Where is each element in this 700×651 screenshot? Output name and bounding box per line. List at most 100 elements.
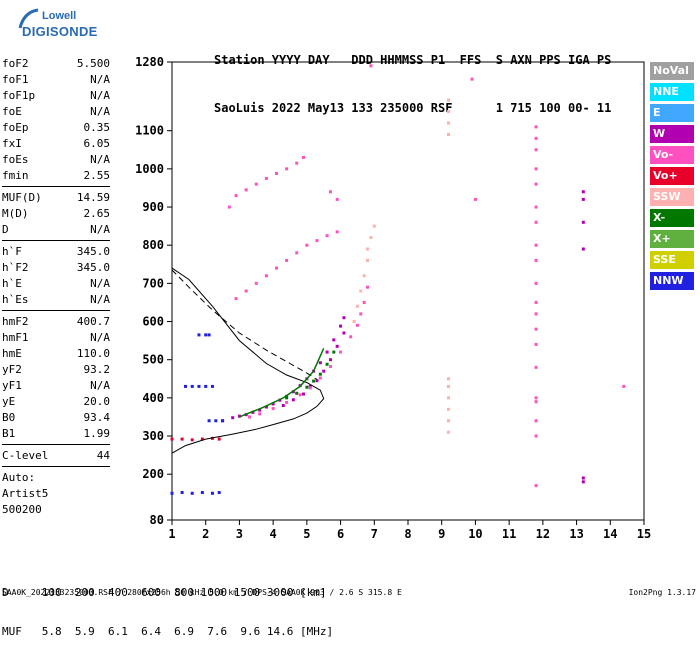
echo-point bbox=[534, 220, 538, 224]
x-tick-label: 2 bbox=[202, 527, 209, 541]
legend-item: X+ bbox=[650, 230, 694, 248]
header-line2: SaoLuis 2022 May13 133 235000 RSF 1 715 … bbox=[214, 101, 612, 115]
param-row: foF2 5.500 bbox=[2, 56, 110, 72]
param-label: foF2 bbox=[2, 57, 29, 70]
echo-point bbox=[335, 344, 339, 348]
echo-point bbox=[190, 438, 194, 442]
param-label: hmF2 bbox=[2, 315, 29, 328]
echo-point bbox=[355, 304, 359, 308]
param-label: yE bbox=[2, 395, 16, 408]
echo-point bbox=[534, 396, 538, 400]
plot-frame bbox=[171, 61, 645, 521]
echo-point bbox=[534, 327, 538, 331]
x-tick-label: 15 bbox=[637, 527, 651, 541]
param-separator bbox=[2, 444, 110, 445]
header-line1: Station YYYY DAY DDD HHMMSS P1 FFS S AXN… bbox=[214, 53, 612, 67]
param-label: foEs bbox=[2, 153, 29, 166]
param-separator bbox=[2, 466, 110, 467]
echo-point bbox=[234, 194, 238, 198]
echo-point bbox=[204, 333, 208, 337]
echo-point bbox=[190, 491, 194, 495]
param-value: 20.0 bbox=[83, 395, 111, 408]
echo-point bbox=[534, 136, 538, 140]
param-row: foE N/A bbox=[2, 104, 110, 120]
echo-point bbox=[332, 338, 336, 342]
y-tick-label: 400 bbox=[142, 391, 164, 405]
echo-point bbox=[305, 243, 309, 247]
ionogram-chart: 1 2 3 4 5 6 7 8 9 10 11 12 13 14 158020030040050060070… bbox=[135, 55, 651, 541]
param-row: MUF(D) 14.59 bbox=[2, 190, 110, 206]
param-value: N/A bbox=[90, 223, 110, 236]
echo-point bbox=[291, 398, 295, 402]
param-value: 400.7 bbox=[76, 315, 110, 328]
echo-point bbox=[210, 491, 214, 495]
station-header: Station YYYY DAY DDD HHMMSS P1 FFS S AXN… bbox=[214, 20, 611, 132]
echo-point bbox=[254, 182, 258, 186]
echo-point bbox=[305, 385, 309, 389]
param-label: foE bbox=[2, 105, 22, 118]
legend-item: Vo- bbox=[650, 146, 694, 164]
param-label: C-level bbox=[2, 449, 49, 462]
param-row: foEs N/A bbox=[2, 152, 110, 168]
echo-point bbox=[355, 323, 359, 327]
param-label: hmF1 bbox=[2, 331, 29, 344]
param-label: hmE bbox=[2, 347, 22, 360]
echo-point bbox=[295, 251, 299, 255]
echo-point bbox=[308, 384, 312, 388]
echo-point bbox=[318, 372, 322, 376]
param-row: h`E N/A bbox=[2, 276, 110, 292]
echo-point bbox=[369, 236, 373, 240]
echo-point bbox=[197, 333, 201, 337]
logo-line1: Lowell bbox=[42, 10, 77, 22]
echo-point bbox=[244, 188, 248, 192]
echo-point bbox=[295, 161, 299, 165]
echo-point bbox=[534, 148, 538, 152]
param-text: Artist5 bbox=[2, 487, 49, 500]
x-tick-label: 14 bbox=[603, 527, 617, 541]
echo-point bbox=[446, 110, 450, 114]
param-value: 0.35 bbox=[83, 121, 111, 134]
param-row: hmF2 400.7 bbox=[2, 314, 110, 330]
echo-point bbox=[534, 400, 538, 404]
echo-point bbox=[328, 190, 332, 194]
echo-point bbox=[295, 391, 299, 395]
echo-point bbox=[170, 491, 174, 495]
y-tick-label: 800 bbox=[142, 238, 164, 252]
param-label: fmin bbox=[2, 169, 29, 182]
param-value: 44 bbox=[96, 449, 110, 462]
echo-point bbox=[581, 247, 585, 251]
echo-point bbox=[328, 365, 332, 369]
echo-point bbox=[339, 350, 343, 354]
echo-point bbox=[180, 437, 184, 441]
echo-point bbox=[217, 491, 221, 495]
param-row: yF2 93.2 bbox=[2, 362, 110, 378]
x-tick-label: 11 bbox=[502, 527, 516, 541]
param-row: foF1p N/A bbox=[2, 88, 110, 104]
echo-point bbox=[534, 182, 538, 186]
lowell-digisonde-logo: Lowell DIGISONDE bbox=[4, 6, 124, 50]
param-label: foF1 bbox=[2, 73, 29, 86]
x-tick-label: 4 bbox=[270, 527, 277, 541]
echo-point bbox=[366, 247, 370, 251]
param-row: foF1 N/A bbox=[2, 72, 110, 88]
echo-point bbox=[318, 376, 322, 380]
param-row: B1 1.99 bbox=[2, 426, 110, 442]
echo-point bbox=[581, 476, 585, 480]
muf-table: D 100 200 400 600 800 1000 1500 3000 [km… bbox=[2, 560, 333, 651]
param-value: 345.0 bbox=[76, 261, 110, 274]
echo-point bbox=[534, 434, 538, 438]
legend-item: X- bbox=[650, 209, 694, 227]
x-tick-label: 1 bbox=[168, 527, 175, 541]
logo-line2: DIGISONDE bbox=[22, 24, 98, 39]
param-row: fxI 6.05 bbox=[2, 136, 110, 152]
legend-item: SSE bbox=[650, 251, 694, 269]
param-value: 110.0 bbox=[76, 347, 110, 360]
param-label: yF2 bbox=[2, 363, 22, 376]
echo-point bbox=[271, 402, 275, 406]
param-label: MUF(D) bbox=[2, 191, 42, 204]
echo-point bbox=[534, 125, 538, 129]
legend-item: Vo+ bbox=[650, 167, 694, 185]
echo-point bbox=[446, 377, 450, 381]
y-tick-label: 600 bbox=[142, 315, 164, 329]
param-row: B0 93.4 bbox=[2, 410, 110, 426]
